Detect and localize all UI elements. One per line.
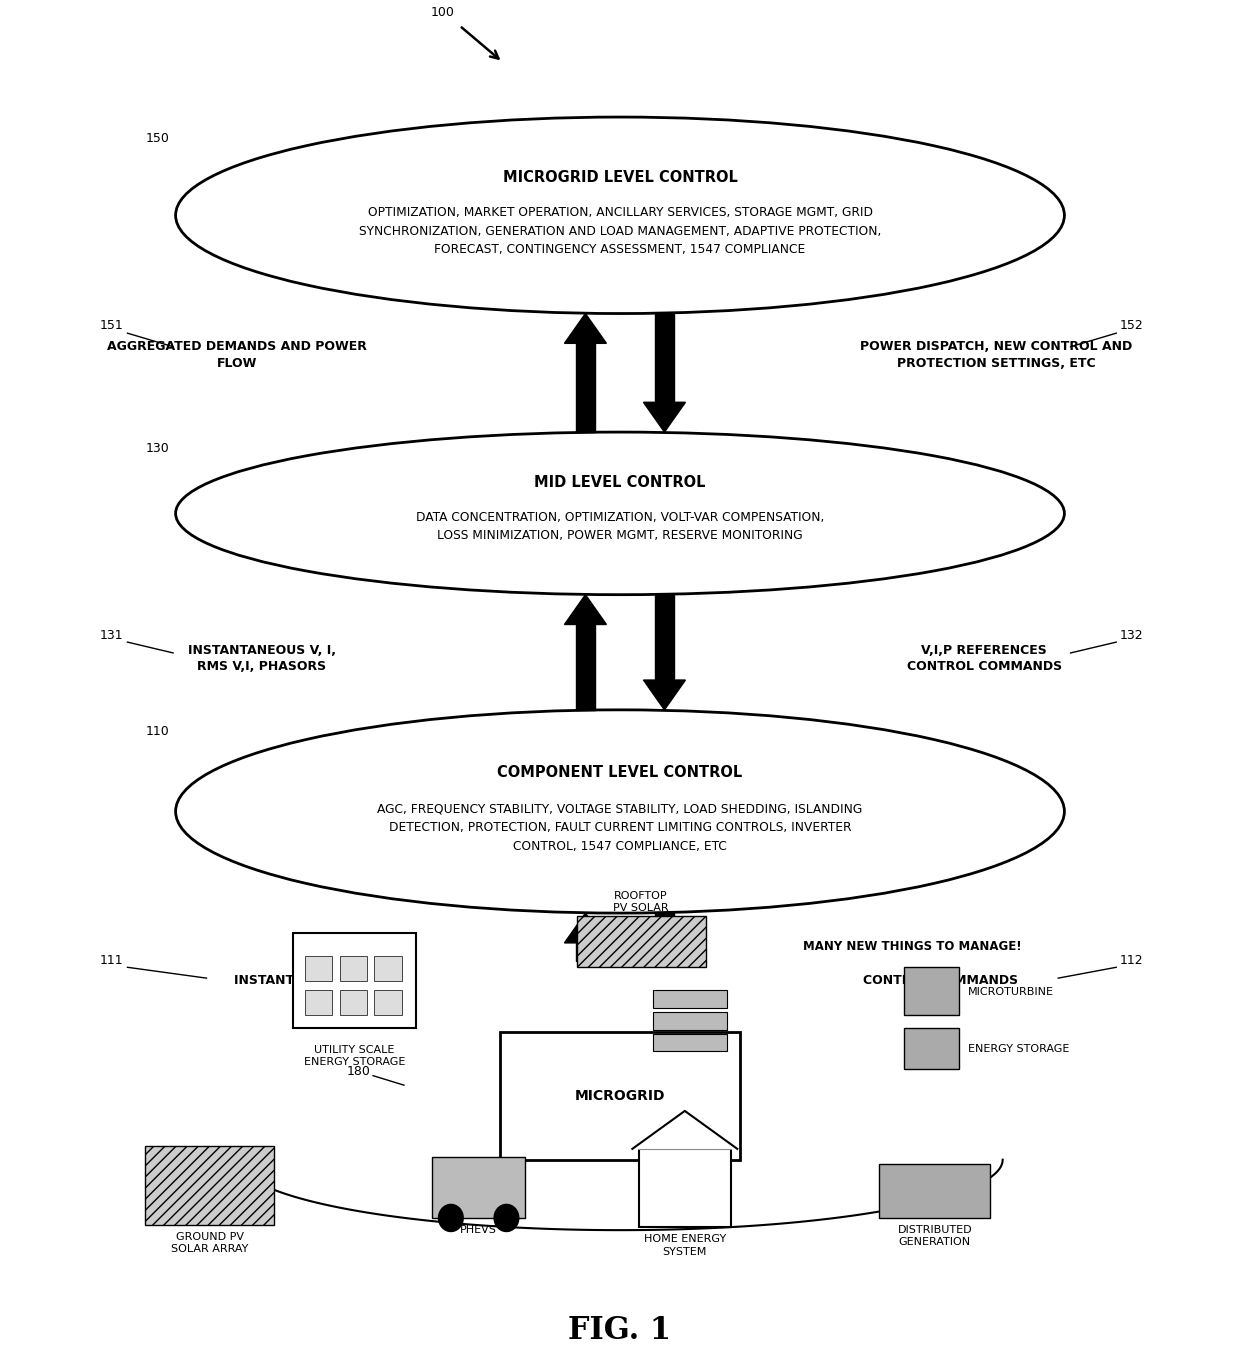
Text: INSTANTANEOUS V, I: INSTANTANEOUS V, I bbox=[233, 975, 377, 987]
Bar bbox=[500, 1032, 740, 1160]
Bar bbox=[879, 1164, 991, 1219]
Text: CONTROL COMMANDS: CONTROL COMMANDS bbox=[863, 975, 1018, 987]
Circle shape bbox=[439, 1205, 464, 1232]
Bar bbox=[340, 991, 367, 1014]
Bar bbox=[577, 343, 595, 432]
Bar bbox=[374, 957, 402, 981]
Text: MID LEVEL CONTROL: MID LEVEL CONTROL bbox=[534, 474, 706, 489]
Text: MANY NEW THINGS TO MANAGE!: MANY NEW THINGS TO MANAGE! bbox=[802, 940, 1022, 954]
Text: SWITCHES &
POWER ELECT.: SWITCHES & POWER ELECT. bbox=[653, 1059, 729, 1082]
Bar bbox=[293, 934, 417, 1028]
Text: DISTRIBUTED
GENERATION: DISTRIBUTED GENERATION bbox=[898, 1225, 972, 1247]
Text: INSTANTANEOUS V, I,
RMS V,I, PHASORS: INSTANTANEOUS V, I, RMS V,I, PHASORS bbox=[188, 643, 336, 673]
Polygon shape bbox=[564, 594, 606, 624]
Text: AGC, FREQUENCY STABILITY, VOLTAGE STABILITY, LOAD SHEDDING, ISLANDING
DETECTION,: AGC, FREQUENCY STABILITY, VOLTAGE STABIL… bbox=[377, 803, 863, 853]
Bar bbox=[305, 991, 332, 1014]
Text: 112: 112 bbox=[1120, 954, 1143, 966]
Text: 150: 150 bbox=[145, 132, 170, 144]
Text: FIG. 1: FIG. 1 bbox=[568, 1315, 672, 1345]
Bar bbox=[904, 1028, 960, 1069]
Text: PHEVS: PHEVS bbox=[460, 1225, 497, 1235]
Bar bbox=[577, 916, 707, 968]
Text: COMPONENT LEVEL CONTROL: COMPONENT LEVEL CONTROL bbox=[497, 766, 743, 781]
Bar bbox=[655, 913, 673, 931]
Text: 180: 180 bbox=[347, 1065, 371, 1078]
Ellipse shape bbox=[176, 117, 1064, 313]
Polygon shape bbox=[564, 313, 606, 343]
Ellipse shape bbox=[176, 710, 1064, 913]
Text: 132: 132 bbox=[1120, 628, 1143, 642]
Bar bbox=[653, 1033, 728, 1051]
Bar bbox=[577, 624, 595, 710]
Bar bbox=[904, 968, 960, 1014]
Bar bbox=[577, 943, 595, 961]
Text: MICROTURBINE: MICROTURBINE bbox=[968, 987, 1054, 996]
Text: ROOFTOP
PV SOLAR: ROOFTOP PV SOLAR bbox=[613, 890, 668, 913]
Bar bbox=[655, 594, 673, 680]
Polygon shape bbox=[644, 402, 686, 432]
Text: DATA CONCENTRATION, OPTIMIZATION, VOLT-VAR COMPENSATION,
LOSS MINIMIZATION, POWE: DATA CONCENTRATION, OPTIMIZATION, VOLT-V… bbox=[415, 511, 825, 542]
Bar bbox=[340, 957, 367, 981]
Text: 110: 110 bbox=[145, 725, 170, 739]
Text: AGGREGATED DEMANDS AND POWER
FLOW: AGGREGATED DEMANDS AND POWER FLOW bbox=[108, 341, 367, 369]
Text: HOME ENERGY
SYSTEM: HOME ENERGY SYSTEM bbox=[644, 1235, 725, 1257]
Text: MICROGRID LEVEL CONTROL: MICROGRID LEVEL CONTROL bbox=[502, 170, 738, 185]
Polygon shape bbox=[564, 913, 606, 943]
Text: 111: 111 bbox=[100, 954, 124, 966]
Text: 151: 151 bbox=[100, 319, 124, 331]
Text: GROUND PV
SOLAR ARRAY: GROUND PV SOLAR ARRAY bbox=[171, 1232, 248, 1254]
Bar bbox=[653, 1011, 728, 1029]
Text: 130: 130 bbox=[145, 442, 170, 455]
Bar bbox=[655, 313, 673, 402]
Ellipse shape bbox=[176, 432, 1064, 594]
Bar bbox=[433, 1157, 525, 1219]
Text: POWER DISPATCH, NEW CONTROL AND
PROTECTION SETTINGS, ETC: POWER DISPATCH, NEW CONTROL AND PROTECTI… bbox=[861, 341, 1132, 369]
Bar bbox=[639, 1149, 732, 1228]
Bar bbox=[305, 957, 332, 981]
Polygon shape bbox=[644, 931, 686, 961]
Polygon shape bbox=[644, 680, 686, 710]
Text: UTILITY SCALE
ENERGY STORAGE: UTILITY SCALE ENERGY STORAGE bbox=[304, 1044, 405, 1067]
Text: ENERGY STORAGE: ENERGY STORAGE bbox=[968, 1044, 1069, 1054]
Text: 100: 100 bbox=[430, 5, 454, 19]
Text: 131: 131 bbox=[100, 628, 124, 642]
Bar bbox=[653, 991, 728, 1007]
Polygon shape bbox=[632, 1111, 738, 1149]
Text: OPTIMIZATION, MARKET OPERATION, ANCILLARY SERVICES, STORAGE MGMT, GRID
SYNCHRONI: OPTIMIZATION, MARKET OPERATION, ANCILLAR… bbox=[358, 206, 882, 256]
Bar bbox=[374, 991, 402, 1014]
Text: MICROGRID: MICROGRID bbox=[575, 1089, 665, 1103]
Circle shape bbox=[494, 1205, 518, 1232]
Text: 152: 152 bbox=[1120, 319, 1143, 331]
Text: V,I,P REFERENCES
CONTROL COMMANDS: V,I,P REFERENCES CONTROL COMMANDS bbox=[906, 643, 1061, 673]
Bar bbox=[145, 1146, 274, 1225]
